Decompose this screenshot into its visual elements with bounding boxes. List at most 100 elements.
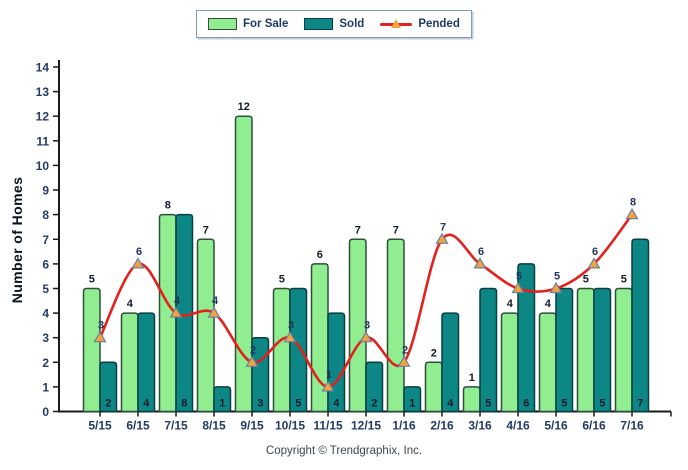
bar-sold-12/15: [365, 361, 384, 413]
pended-value-label-2/16: 7: [440, 221, 446, 233]
sold-value-label-6/15: 4: [143, 398, 150, 410]
x-tick-label: 12/15: [351, 419, 381, 433]
for-sale-value-label-7/16: 5: [621, 274, 627, 286]
pended-marker-3/16: [473, 257, 487, 269]
for-sale-value-label-5/16: 4: [545, 298, 552, 310]
pended-value-label-5/16: 5: [554, 271, 560, 283]
for-sale-value-label-5/15: 5: [89, 274, 95, 286]
x-tick-label: 6/16: [582, 419, 606, 433]
x-tick-label: 7/16: [620, 419, 644, 433]
pended-value-label-6/15: 6: [136, 246, 142, 258]
y-tick-label: 0: [42, 405, 49, 419]
legend-label-sold: Sold: [339, 18, 365, 30]
sold-value-label-7/16: 7: [637, 398, 643, 410]
pended-marker-6/16: [587, 257, 601, 269]
bar-sold-7/16: [631, 238, 650, 413]
y-tick-label: 14: [36, 61, 50, 75]
x-tick-label: 10/15: [275, 419, 305, 433]
bar-for-sale-5/16: [538, 312, 557, 413]
bar-for-sale-7/16: [614, 287, 633, 413]
legend-label-pended: Pended: [418, 18, 460, 30]
bar-for-sale-2/16: [424, 361, 443, 413]
for-sale-value-label-4/16: 4: [507, 298, 514, 310]
pended-marker-7/16: [625, 207, 639, 220]
bar-sold-6/16: [593, 287, 612, 413]
sold-value-label-12/15: 2: [371, 398, 377, 410]
pended-marker-5/15: [93, 331, 107, 343]
sold-value-label-2/16: 4: [447, 398, 454, 410]
pended-marker-1/16: [397, 355, 411, 367]
bar-sold-4/16: [517, 263, 536, 413]
pended-marker-10/15: [283, 331, 297, 343]
for-sale-value-label-9/15: 12: [238, 101, 250, 113]
x-tick-label: 8/15: [202, 419, 226, 433]
bar-sold-7/15: [175, 213, 194, 413]
pended-value-label-5/15: 3: [98, 320, 104, 332]
y-tick-label: 2: [42, 356, 49, 370]
y-tick-label: 9: [42, 184, 49, 198]
for-sale-swatch-icon: [208, 18, 237, 30]
y-tick-label: 1: [42, 380, 49, 394]
sold-swatch-icon: [304, 18, 334, 30]
bar-for-sale-3/16: [462, 386, 481, 413]
pended-marker-glyph: [391, 18, 402, 28]
sold-value-label-3/16: 5: [485, 398, 491, 410]
x-tick-label: 4/16: [506, 419, 530, 433]
pended-marker-8/15: [207, 306, 221, 318]
bar-for-sale-5/15: [82, 287, 101, 413]
y-tick-label: 4: [42, 307, 49, 321]
bar-sold-6/15: [137, 312, 156, 413]
bar-for-sale-6/15: [120, 312, 139, 413]
for-sale-value-label-3/16: 1: [469, 372, 475, 384]
y-tick-label: 8: [42, 208, 49, 222]
sold-value-label-4/16: 6: [523, 398, 529, 410]
x-tick-label: 5/15: [88, 419, 112, 433]
for-sale-value-label-10/15: 5: [279, 274, 285, 286]
bar-for-sale-12/15: [348, 238, 367, 413]
x-tick-label: 2/16: [430, 419, 454, 433]
pended-value-label-12/15: 3: [364, 320, 370, 332]
pended-value-label-7/16: 8: [630, 197, 636, 209]
legend-item-sold: Sold: [304, 18, 364, 30]
x-tick-label: 3/16: [468, 419, 492, 433]
bar-sold-5/16: [555, 287, 574, 413]
bar-for-sale-8/15: [196, 238, 215, 413]
sold-value-label-9/15: 3: [257, 398, 263, 410]
pended-value-label-10/15: 3: [288, 320, 294, 332]
bar-for-sale-10/15: [272, 287, 291, 413]
bar-sold-5/15: [99, 361, 118, 413]
for-sale-value-label-8/15: 7: [203, 224, 209, 236]
pended-marker-4/16: [511, 281, 525, 294]
pended-value-label-4/16: 5: [516, 271, 522, 283]
for-sale-value-label-11/15: 6: [317, 249, 323, 261]
pended-line-icon: [380, 18, 413, 31]
sold-value-label-5/15: 2: [105, 398, 111, 410]
legend: For Sale Sold Pended: [196, 10, 472, 38]
x-tick-label: 1/16: [392, 419, 416, 433]
y-tick-label: 5: [42, 282, 49, 296]
pended-marker-11/15: [321, 380, 335, 392]
y-tick-label: 13: [36, 85, 50, 99]
bar-for-sale-6/16: [576, 287, 595, 413]
x-tick-label: 6/15: [126, 419, 150, 433]
pended-marker-2/16: [435, 232, 449, 244]
for-sale-value-label-7/15: 8: [165, 200, 171, 212]
bar-for-sale-1/16: [386, 238, 405, 413]
pended-marker-5/16: [549, 281, 563, 294]
y-tick-label: 10: [36, 159, 50, 173]
y-tick-label: 12: [36, 110, 50, 124]
y-tick-label: 11: [36, 134, 49, 148]
pended-value-label-6/16: 6: [592, 246, 598, 258]
sold-value-label-5/16: 5: [561, 398, 567, 410]
pended-marker-9/15: [245, 355, 259, 367]
copyright-text: Copyright © Trendgraphix, Inc.: [265, 445, 423, 457]
bar-sold-10/15: [289, 287, 308, 413]
bar-sold-2/16: [441, 312, 460, 413]
bar-sold-1/16: [403, 386, 422, 413]
pended-value-label-9/15: 2: [250, 344, 256, 356]
sold-value-label-8/15: 1: [219, 398, 225, 410]
for-sale-value-label-2/16: 2: [431, 347, 437, 359]
bar-for-sale-9/15: [234, 115, 253, 413]
for-sale-value-label-6/15: 4: [127, 298, 134, 310]
